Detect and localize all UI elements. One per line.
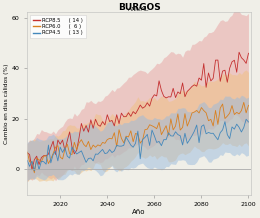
Title: BURGOS: BURGOS [118,3,160,12]
X-axis label: Año: Año [132,209,146,215]
Text: ANUAL: ANUAL [128,7,150,12]
Legend: RCP8.5     ( 14 ), RCP6.0     (  6 ), RCP4.5     ( 13 ): RCP8.5 ( 14 ), RCP6.0 ( 6 ), RCP4.5 ( 13… [30,15,86,38]
Y-axis label: Cambio en dias cálidos (%): Cambio en dias cálidos (%) [3,63,9,144]
